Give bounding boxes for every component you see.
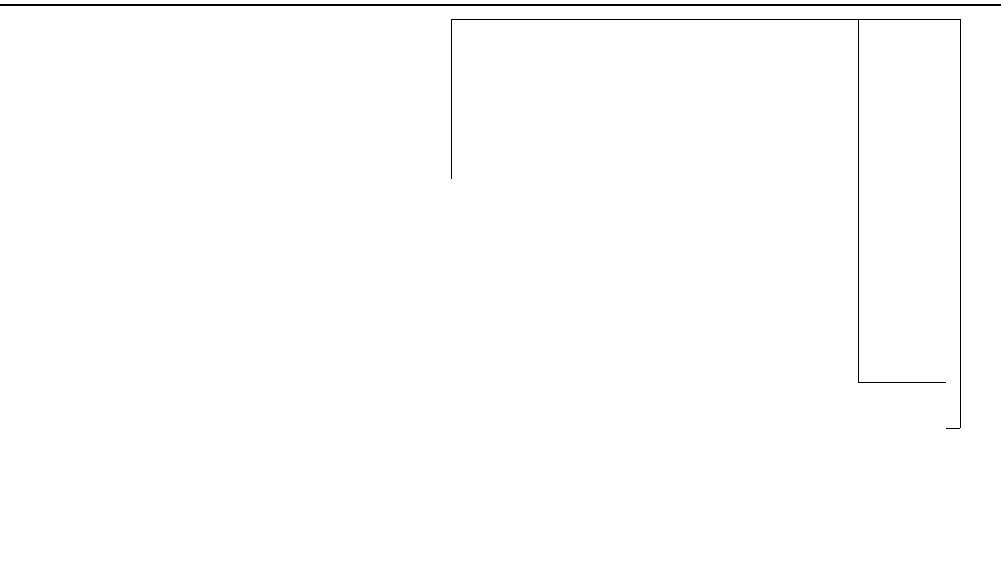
dma-p2-route [858,382,946,383]
figure-frame: MS31420V1 [0,4,1001,6]
dma-p2-route [451,19,960,20]
dma-p2-route [960,19,961,428]
dma-p2-route [858,19,859,382]
dma-p2-route [946,428,960,429]
dma-p2-route [451,19,452,179]
